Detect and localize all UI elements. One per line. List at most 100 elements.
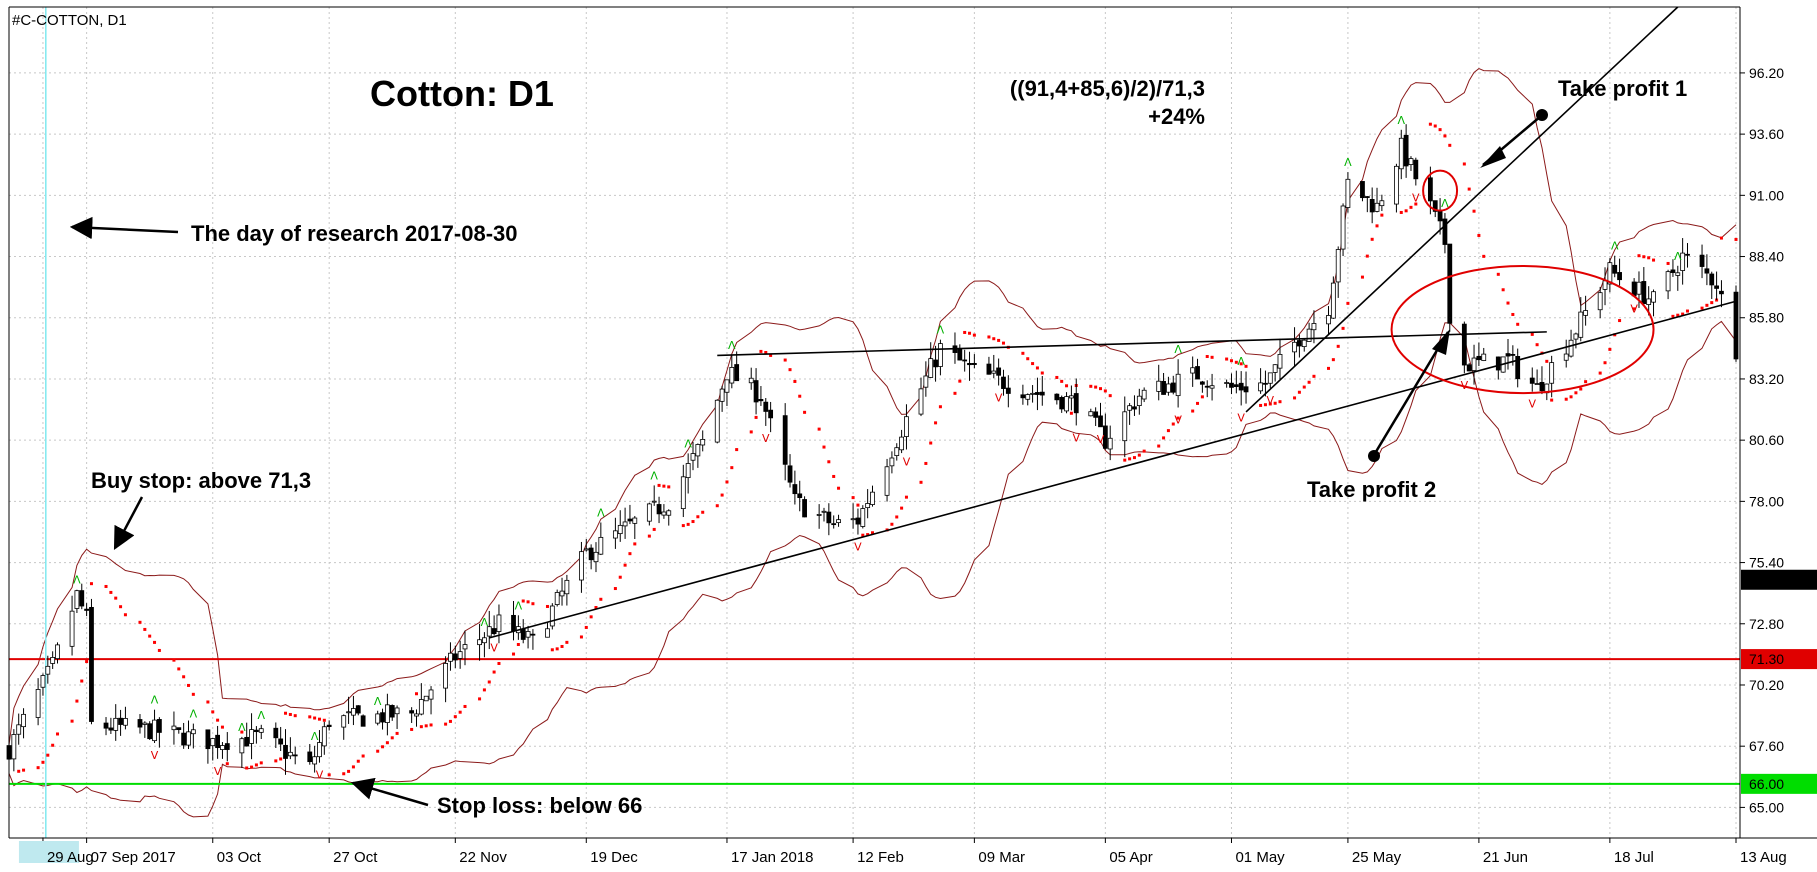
sar-dot bbox=[1307, 380, 1311, 384]
sar-dot bbox=[1448, 143, 1452, 147]
sar-dot bbox=[803, 410, 807, 414]
sar-dot bbox=[904, 495, 908, 499]
candle-up bbox=[690, 453, 696, 461]
sar-dot bbox=[1162, 436, 1166, 440]
sar-dot bbox=[1108, 394, 1112, 398]
sar-dot bbox=[225, 762, 229, 766]
sar-dot bbox=[1647, 256, 1651, 260]
sar-dot bbox=[157, 648, 161, 652]
candle-down bbox=[355, 705, 361, 714]
candle-down bbox=[1466, 364, 1472, 372]
candle-up bbox=[646, 503, 652, 522]
sar-dot bbox=[1094, 385, 1098, 389]
fractal-up: Λ bbox=[73, 574, 81, 587]
sar-dot bbox=[211, 710, 215, 714]
candle-down bbox=[273, 727, 279, 739]
sar-dot bbox=[75, 699, 79, 703]
stop-loss-arrow bbox=[350, 777, 429, 807]
candle-down bbox=[1617, 272, 1622, 281]
candle-up bbox=[443, 663, 449, 689]
sar-dot bbox=[424, 724, 428, 728]
candle-down bbox=[1238, 382, 1244, 391]
candle-down bbox=[1360, 181, 1365, 199]
candle-down bbox=[1631, 281, 1637, 297]
sar-dot bbox=[895, 515, 899, 519]
candle-up bbox=[35, 689, 41, 718]
candle-up bbox=[346, 711, 351, 714]
candle-down bbox=[278, 738, 284, 745]
fractal-down: V bbox=[1267, 394, 1275, 407]
x-tick-label: 22 Nov bbox=[459, 849, 507, 866]
sar-dot bbox=[288, 712, 292, 716]
candle-down bbox=[967, 362, 972, 366]
sar-dot bbox=[1438, 128, 1442, 132]
sar-dot bbox=[429, 723, 433, 727]
candle-up bbox=[448, 652, 453, 662]
sar-dot bbox=[1065, 384, 1069, 388]
sar-dot bbox=[1715, 298, 1719, 302]
candle-up bbox=[700, 439, 706, 446]
current-price-tag-label: 74.67 bbox=[1749, 572, 1784, 588]
sar-dot bbox=[701, 510, 705, 514]
candle-up bbox=[414, 713, 419, 717]
y-tick-label: 67.60 bbox=[1749, 738, 1784, 754]
candle-down bbox=[520, 628, 526, 640]
candle-up bbox=[69, 610, 75, 647]
candle-down bbox=[118, 717, 123, 725]
sar-dot bbox=[1263, 403, 1267, 407]
candle-down bbox=[147, 723, 153, 740]
sar-dot bbox=[444, 722, 448, 726]
sar-dot bbox=[80, 679, 84, 683]
sar-dot bbox=[22, 768, 26, 772]
sar-dot bbox=[119, 605, 123, 609]
candle-down bbox=[1369, 199, 1375, 213]
sar-dot bbox=[492, 670, 496, 674]
sar-dot bbox=[1700, 306, 1704, 310]
fractal-up: Λ bbox=[650, 469, 658, 482]
sar-dot bbox=[1632, 307, 1636, 311]
sar-dot bbox=[783, 358, 787, 362]
candle-up bbox=[593, 551, 599, 563]
sar-dot bbox=[177, 667, 181, 671]
candle-up bbox=[1277, 354, 1283, 369]
candle-down bbox=[1195, 366, 1200, 380]
sar-dot bbox=[1166, 429, 1170, 433]
y-tick-label: 93.60 bbox=[1749, 126, 1784, 142]
sar-dot bbox=[385, 741, 389, 745]
candle-down bbox=[1704, 268, 1710, 274]
candle-down bbox=[389, 705, 395, 718]
sar-dot bbox=[410, 727, 414, 731]
sar-dot bbox=[584, 625, 588, 629]
sar-dot bbox=[313, 716, 317, 720]
sar-dot bbox=[1579, 387, 1583, 391]
stop-loss-level-tag bbox=[1741, 773, 1817, 794]
candle-down bbox=[1539, 381, 1545, 392]
sar-dot bbox=[749, 430, 753, 434]
fractal-up: Λ bbox=[481, 616, 489, 629]
candle-up bbox=[617, 524, 623, 535]
take-profit-1-dot bbox=[1536, 109, 1548, 121]
candle-down bbox=[530, 633, 536, 636]
fractal-down: V bbox=[214, 765, 222, 778]
sar-dot bbox=[1462, 162, 1466, 166]
candle-down bbox=[283, 744, 288, 759]
bollinger-bands bbox=[8, 68, 1737, 818]
sar-dot bbox=[1433, 124, 1437, 128]
fractal-up: Λ bbox=[1398, 114, 1406, 127]
sar-dot bbox=[109, 590, 113, 594]
candle-up bbox=[428, 689, 434, 700]
sar-dot bbox=[70, 719, 74, 723]
sar-dot bbox=[1060, 379, 1064, 383]
sar-dot bbox=[1719, 236, 1723, 240]
candle-up bbox=[850, 518, 856, 521]
sar-dot bbox=[531, 602, 535, 606]
candle-up bbox=[477, 639, 482, 646]
candle-up bbox=[714, 399, 720, 443]
candle-up bbox=[462, 644, 468, 650]
research-day-note: The day of research 2017-08-30 bbox=[191, 221, 518, 246]
sar-dot bbox=[1603, 361, 1607, 365]
sar-dot bbox=[1176, 416, 1180, 420]
sar-dot bbox=[613, 587, 617, 591]
sar-dot bbox=[696, 515, 700, 519]
candle-up bbox=[249, 729, 254, 744]
